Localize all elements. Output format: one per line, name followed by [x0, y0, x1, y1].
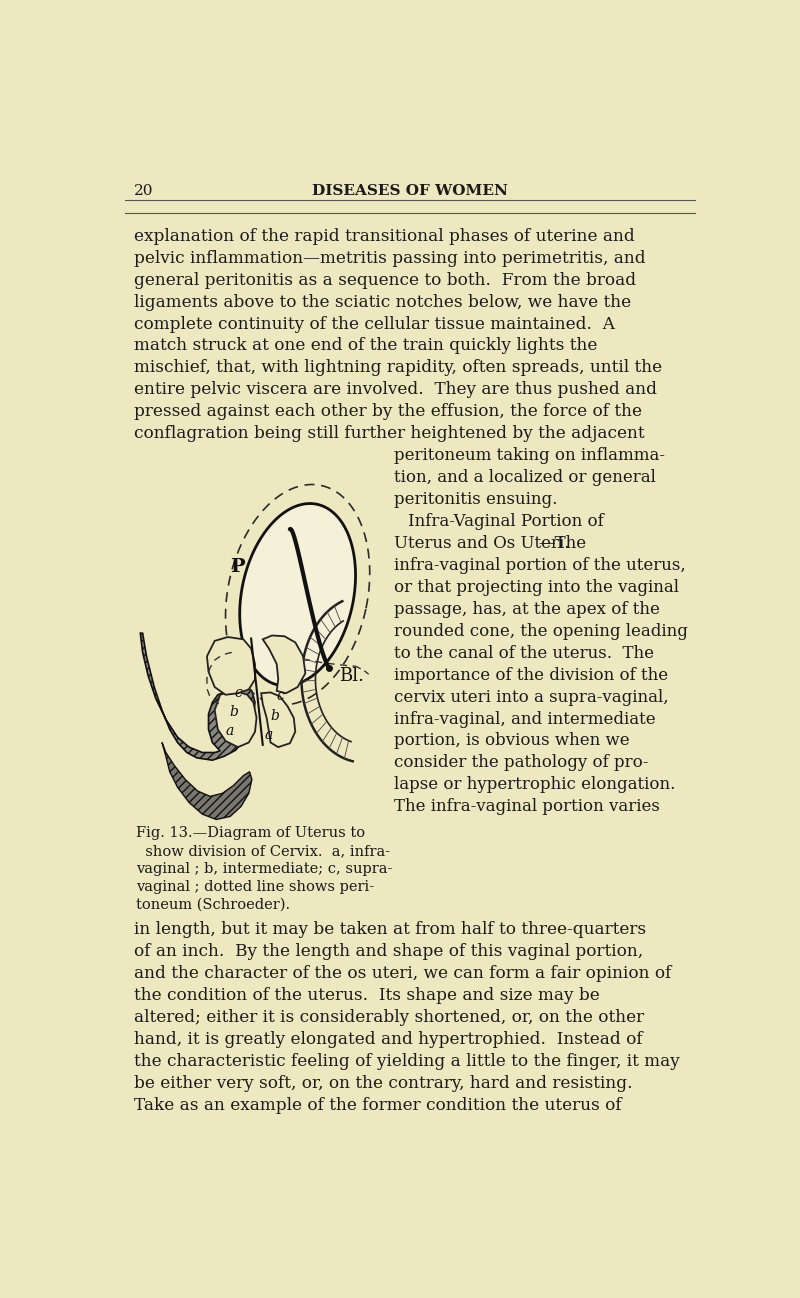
Text: 20: 20	[134, 184, 154, 197]
Text: to the canal of the uterus.  The: to the canal of the uterus. The	[394, 645, 654, 662]
Text: ligaments above to the sciatic notches below, we have the: ligaments above to the sciatic notches b…	[134, 293, 631, 310]
Text: show division of Cervix.  a, infra-: show division of Cervix. a, infra-	[136, 844, 390, 858]
Text: rounded cone, the opening leading: rounded cone, the opening leading	[394, 623, 688, 640]
Text: pressed against each other by the effusion, the force of the: pressed against each other by the effusi…	[134, 404, 642, 421]
Text: Infra-Vaginal Portion of: Infra-Vaginal Portion of	[409, 513, 604, 530]
Text: match struck at one end of the train quickly lights the: match struck at one end of the train qui…	[134, 337, 598, 354]
Text: Bl.: Bl.	[338, 666, 364, 684]
Text: vaginal ; dotted line shows peri-: vaginal ; dotted line shows peri-	[136, 880, 374, 893]
Text: Take as an example of the former condition the uterus of: Take as an example of the former conditi…	[134, 1097, 622, 1114]
Text: explanation of the rapid transitional phases of uterine and: explanation of the rapid transitional ph…	[134, 227, 635, 245]
Text: —The: —The	[538, 535, 586, 552]
Text: the condition of the uterus.  Its shape and size may be: the condition of the uterus. Its shape a…	[134, 986, 600, 1003]
Text: lapse or hypertrophic elongation.: lapse or hypertrophic elongation.	[394, 776, 676, 793]
Text: Uterus and Os Uteri.: Uterus and Os Uteri.	[394, 535, 570, 552]
Text: complete continuity of the cellular tissue maintained.  A: complete continuity of the cellular tiss…	[134, 315, 615, 332]
Text: cervix uteri into a supra-vaginal,: cervix uteri into a supra-vaginal,	[394, 688, 669, 706]
Text: or that projecting into the vaginal: or that projecting into the vaginal	[394, 579, 679, 596]
Text: b: b	[270, 709, 279, 723]
Text: a: a	[226, 724, 234, 739]
Polygon shape	[262, 692, 295, 748]
Text: Fig. 13.—Diagram of Uterus to: Fig. 13.—Diagram of Uterus to	[136, 827, 365, 840]
Text: of an inch.  By the length and shape of this vaginal portion,: of an inch. By the length and shape of t…	[134, 944, 643, 961]
Text: entire pelvic viscera are involved.  They are thus pushed and: entire pelvic viscera are involved. They…	[134, 382, 657, 398]
Text: peritoneum taking on inflamma-: peritoneum taking on inflamma-	[394, 448, 666, 465]
Text: b: b	[230, 705, 238, 719]
Text: the characteristic feeling of yielding a little to the finger, it may: the characteristic feeling of yielding a…	[134, 1053, 680, 1070]
Text: be either very soft, or, on the contrary, hard and resisting.: be either very soft, or, on the contrary…	[134, 1075, 633, 1092]
Text: altered; either it is considerably shortened, or, on the other: altered; either it is considerably short…	[134, 1009, 644, 1025]
Polygon shape	[140, 633, 255, 761]
Text: infra-vaginal portion of the uterus,: infra-vaginal portion of the uterus,	[394, 557, 686, 574]
Text: DISEASES OF WOMEN: DISEASES OF WOMEN	[312, 184, 508, 197]
Text: peritonitis ensuing.: peritonitis ensuing.	[394, 491, 558, 508]
Polygon shape	[207, 637, 255, 694]
Polygon shape	[162, 742, 252, 819]
Text: and the character of the os uteri, we can form a fair opinion of: and the character of the os uteri, we ca…	[134, 964, 671, 983]
Text: portion, is obvious when we: portion, is obvious when we	[394, 732, 630, 749]
Text: c: c	[234, 687, 242, 700]
Text: general peritonitis as a sequence to both.  From the broad: general peritonitis as a sequence to bot…	[134, 271, 636, 288]
Text: mischief, that, with lightning rapidity, often spreads, until the: mischief, that, with lightning rapidity,…	[134, 360, 662, 376]
Text: a: a	[265, 728, 273, 741]
Text: tion, and a localized or general: tion, and a localized or general	[394, 469, 656, 487]
Polygon shape	[214, 691, 257, 748]
Text: pelvic inflammation—metritis passing into perimetritis, and: pelvic inflammation—metritis passing int…	[134, 249, 646, 266]
Text: infra-vaginal, and intermediate: infra-vaginal, and intermediate	[394, 710, 656, 727]
Text: hand, it is greatly elongated and hypertrophied.  Instead of: hand, it is greatly elongated and hypert…	[134, 1031, 642, 1047]
Text: c: c	[276, 689, 284, 704]
Text: P: P	[230, 558, 245, 576]
Text: conflagration being still further heightened by the adjacent: conflagration being still further height…	[134, 426, 645, 443]
Text: passage, has, at the apex of the: passage, has, at the apex of the	[394, 601, 660, 618]
Polygon shape	[262, 636, 306, 693]
Text: importance of the division of the: importance of the division of the	[394, 667, 669, 684]
Text: toneum (Schroeder).: toneum (Schroeder).	[136, 897, 290, 911]
Polygon shape	[240, 504, 355, 685]
Text: consider the pathology of pro-: consider the pathology of pro-	[394, 754, 649, 771]
Text: The infra-vaginal portion varies: The infra-vaginal portion varies	[394, 798, 660, 815]
Text: in length, but it may be taken at from half to three-quarters: in length, but it may be taken at from h…	[134, 922, 646, 938]
Text: vaginal ; b, intermediate; c, supra-: vaginal ; b, intermediate; c, supra-	[136, 862, 392, 876]
